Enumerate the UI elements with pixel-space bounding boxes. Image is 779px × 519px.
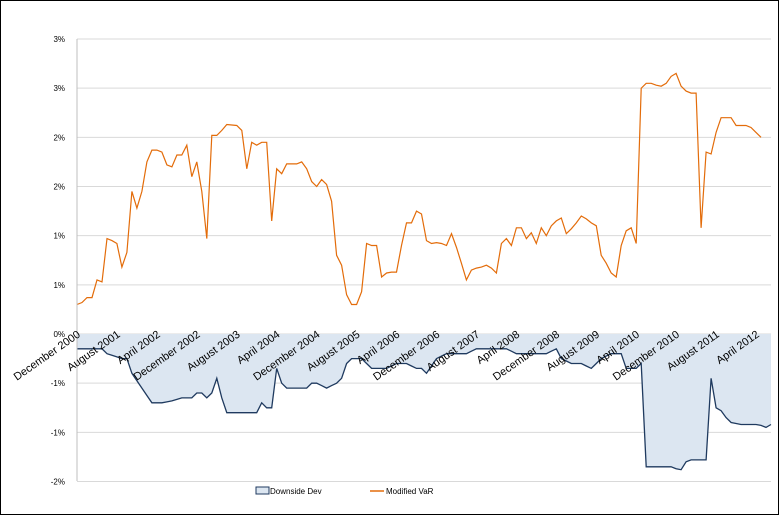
y-axis-ticks: 3%3%2%2%1%1%0%-1%-1%-2% xyxy=(51,35,65,487)
modified-var-series xyxy=(77,73,761,304)
downside-dev-series xyxy=(77,334,771,470)
legend-swatch-downside-dev xyxy=(256,487,269,494)
y-tick-label: 1% xyxy=(53,232,65,241)
modified-var-line xyxy=(77,73,761,304)
y-tick-label: 2% xyxy=(53,133,65,142)
x-tick-label: December 2000 xyxy=(12,329,83,384)
y-tick-label: 1% xyxy=(53,281,65,290)
y-tick-label: 2% xyxy=(53,183,65,192)
legend-label-modified-var: Modified VaR xyxy=(386,487,434,496)
downside-dev-area xyxy=(77,334,771,470)
y-tick-label: -1% xyxy=(51,428,65,437)
y-tick-label: -1% xyxy=(51,379,65,388)
y-tick-label: 3% xyxy=(53,84,65,93)
y-tick-label: 3% xyxy=(53,35,65,44)
legend-label-downside-dev: Downside Dev xyxy=(270,487,322,496)
y-tick-label: -2% xyxy=(51,478,65,487)
legend: Downside Dev Modified VaR xyxy=(256,487,434,496)
